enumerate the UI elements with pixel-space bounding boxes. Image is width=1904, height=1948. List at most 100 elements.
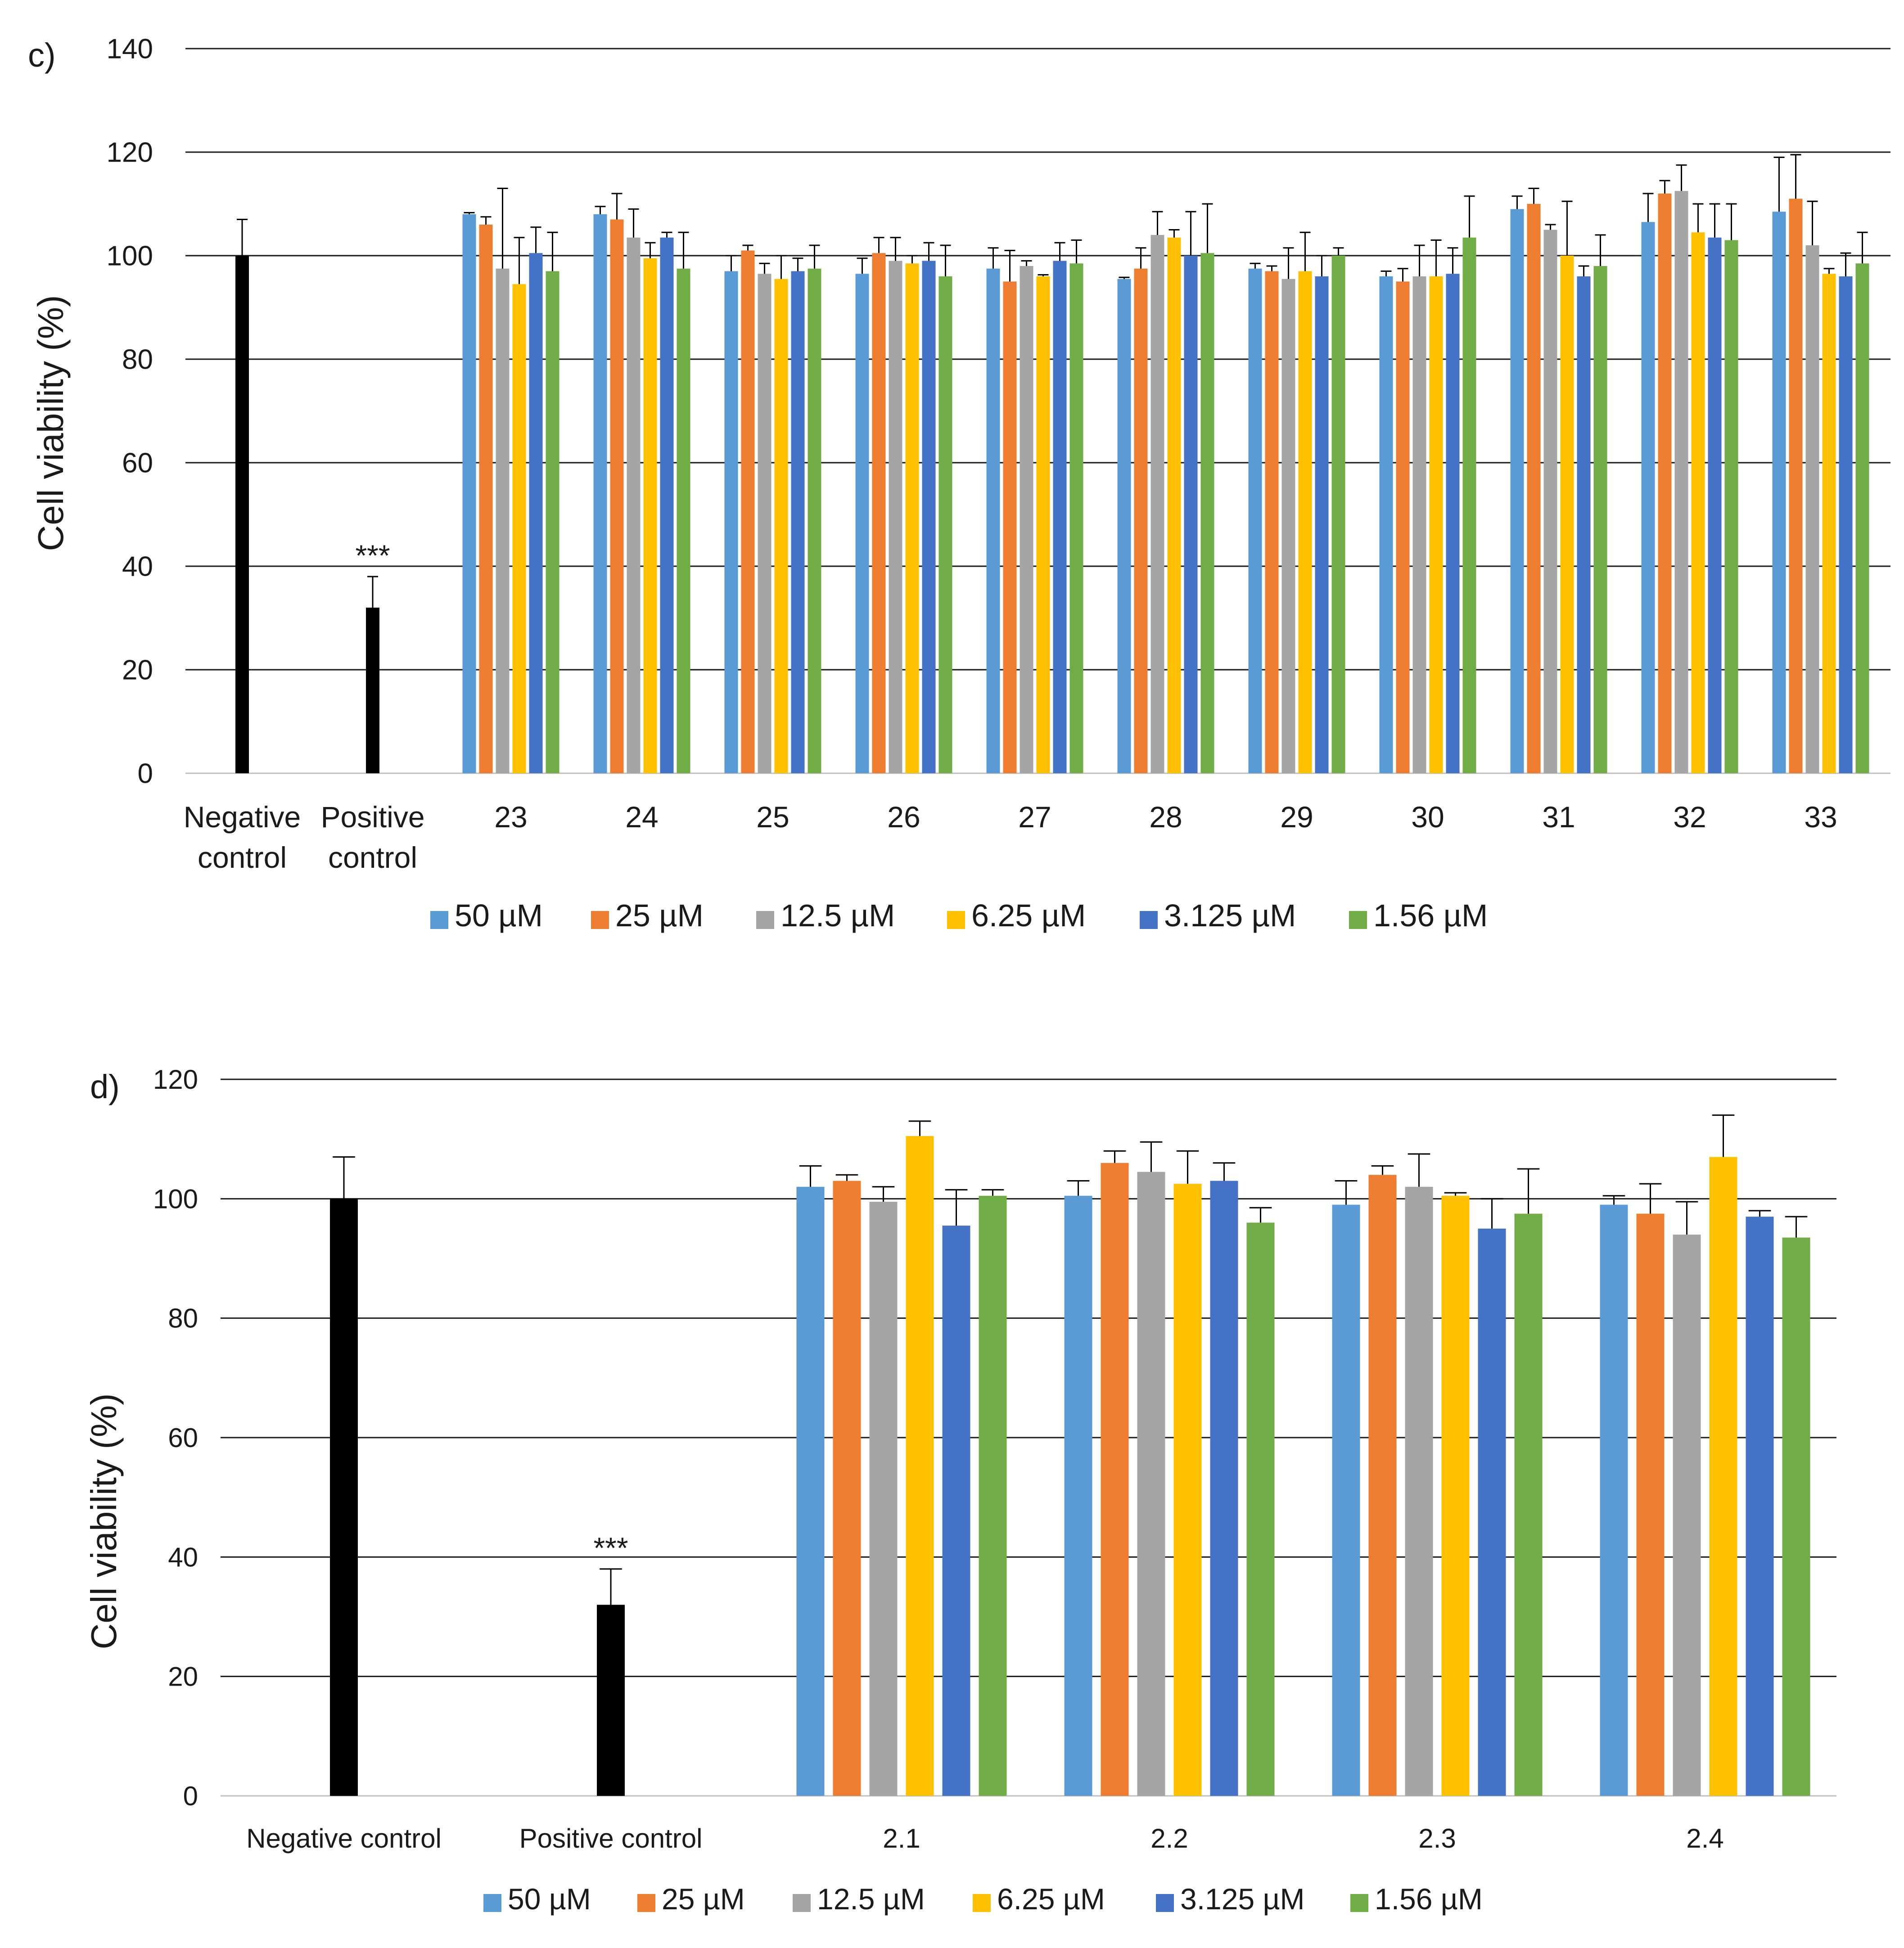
- bar: [1331, 256, 1345, 773]
- bar: [1412, 276, 1426, 773]
- x-tick-label: 30: [1411, 800, 1444, 834]
- bar: [529, 253, 543, 773]
- bar: [942, 1226, 970, 1796]
- y-tick-label: 40: [168, 1542, 198, 1572]
- y-tick-label: 40: [122, 551, 153, 582]
- legend-label: 3.125 µM: [1180, 1882, 1305, 1916]
- bar: [724, 271, 738, 773]
- bar: [979, 1195, 1007, 1796]
- bar: [905, 263, 919, 773]
- y-axis-ticks: 0 20 40 60 80 100 120: [153, 1064, 198, 1811]
- bar: [1151, 235, 1164, 773]
- bar: [1514, 1213, 1543, 1796]
- x-tick-label: Positive: [320, 800, 424, 834]
- bar: [1137, 1172, 1165, 1796]
- y-tick-label: 0: [138, 758, 153, 789]
- bar: [774, 279, 788, 773]
- legend-label: 12.5 µM: [817, 1882, 925, 1916]
- bar: [1462, 237, 1476, 773]
- control-bar: [235, 256, 249, 773]
- bar: [1641, 222, 1655, 773]
- bar: [1064, 1195, 1092, 1796]
- control-bars: [330, 1199, 625, 1796]
- x-tick-label: 25: [756, 800, 789, 834]
- x-tick-label: 27: [1018, 800, 1051, 834]
- bar: [1527, 204, 1541, 773]
- legend-label: 1.56 µM: [1375, 1882, 1483, 1916]
- bar: [660, 237, 674, 773]
- x-tick-label: control: [198, 841, 287, 874]
- bar: [833, 1181, 861, 1796]
- bar: [986, 268, 1000, 773]
- bar: [1674, 191, 1688, 773]
- bar: [1478, 1228, 1506, 1796]
- bar: [1003, 281, 1017, 773]
- legend-swatch: [637, 1894, 655, 1912]
- x-tick-label: 31: [1542, 800, 1575, 834]
- y-axis-label: Cell viability (%): [31, 295, 71, 551]
- bar: [1543, 230, 1557, 773]
- bar: [1117, 279, 1131, 773]
- control-bars: [235, 256, 379, 773]
- bar: [1577, 276, 1591, 773]
- bar: [479, 225, 493, 773]
- legend-swatch: [591, 911, 609, 929]
- bar: [1405, 1186, 1433, 1796]
- bar: [1441, 1195, 1470, 1796]
- bar: [1020, 266, 1033, 773]
- bar: [1709, 1157, 1737, 1796]
- annotations: ***: [355, 539, 390, 572]
- sample-bars: [462, 191, 1869, 773]
- bar: [1782, 1237, 1810, 1796]
- legend-label: 3.125 µM: [1164, 898, 1296, 933]
- x-tick-label: 2.3: [1418, 1823, 1456, 1853]
- bar: [1184, 256, 1198, 773]
- bar: [1036, 276, 1050, 773]
- legend-label: 50 µM: [455, 898, 543, 933]
- bar: [677, 268, 690, 773]
- x-tick-label: Negative: [184, 800, 301, 834]
- panel-label: d): [90, 1068, 120, 1105]
- x-tick-label: 29: [1280, 800, 1313, 834]
- bar: [1167, 237, 1181, 773]
- bar: [1368, 1175, 1397, 1796]
- bar: [869, 1201, 898, 1796]
- bar: [1593, 266, 1607, 773]
- legend-swatch: [756, 911, 774, 929]
- y-tick-label: 60: [168, 1423, 198, 1453]
- bar: [1200, 253, 1214, 773]
- bar: [1248, 268, 1262, 773]
- legend: 50 µM 25 µM 12.5 µM 6.25 µM 3.125 µM 1.56 µM: [483, 1882, 1483, 1916]
- x-axis-labels: Negative control Positive control 2.1 2.2 2.…: [246, 1823, 1724, 1853]
- y-tick-label: 20: [168, 1662, 198, 1692]
- bar: [643, 258, 657, 773]
- bar: [1746, 1217, 1774, 1796]
- bar: [808, 268, 821, 773]
- bar: [1134, 268, 1148, 773]
- bar: [1396, 281, 1410, 773]
- x-tick-label: 2.2: [1151, 1823, 1188, 1853]
- x-tick-label: 23: [494, 800, 527, 834]
- y-tick-label: 120: [107, 137, 153, 168]
- x-axis-labels: Negative control Positive control 23 24 25 26 27…: [184, 800, 1837, 874]
- bar: [922, 261, 936, 773]
- panel-label: c): [28, 36, 56, 74]
- legend-swatch: [483, 1894, 501, 1912]
- x-tick-label: 2.1: [883, 1823, 920, 1853]
- x-tick-label: Positive control: [519, 1823, 703, 1853]
- y-tick-label: 20: [122, 655, 153, 686]
- panel-c: c) Cell viability (%) 0 20 40 60 80 100 120 140…: [28, 34, 1890, 933]
- y-tick-label: 0: [183, 1781, 198, 1811]
- y-tick-label: 80: [168, 1303, 198, 1334]
- bar: [1855, 263, 1869, 773]
- x-tick-label: 32: [1673, 800, 1706, 834]
- error-bars: [237, 154, 1868, 608]
- gridlines: [221, 1078, 1836, 1797]
- bar: [1839, 276, 1853, 773]
- bar: [855, 274, 869, 773]
- x-tick-label: control: [328, 841, 417, 874]
- bar: [1173, 1184, 1202, 1796]
- bar: [1691, 232, 1705, 773]
- bar: [1379, 276, 1393, 773]
